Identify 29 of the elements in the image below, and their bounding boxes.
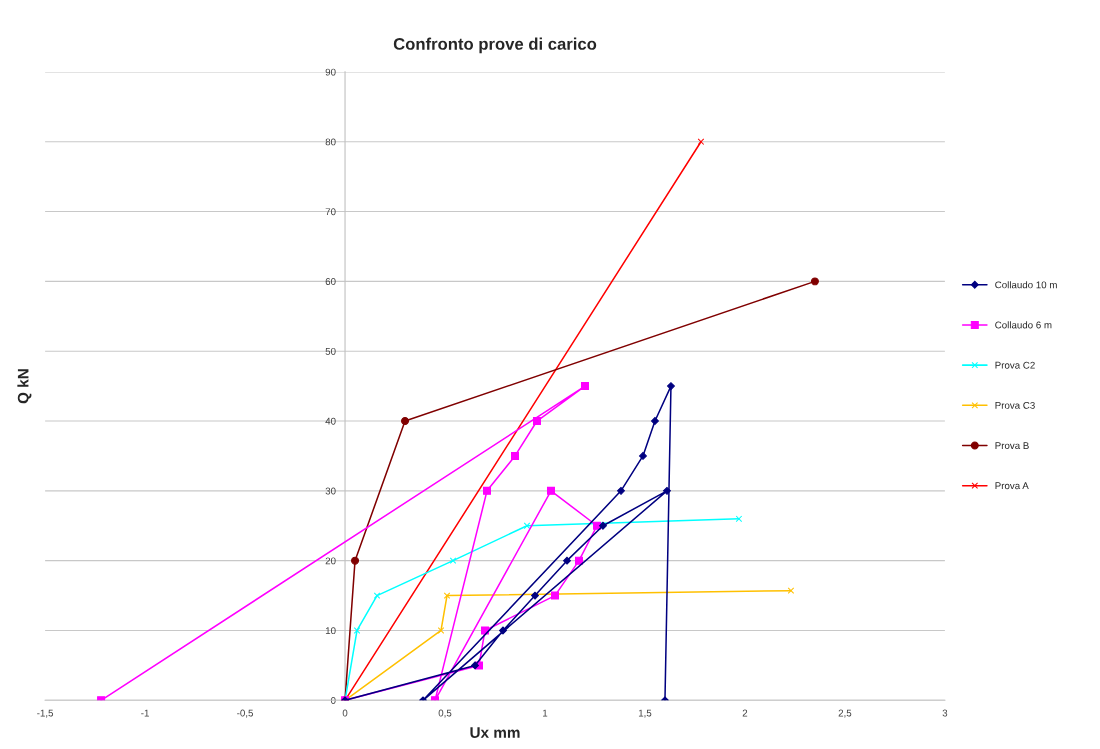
x-tick-label: 1 <box>543 709 548 717</box>
legend-label: Prova B <box>995 442 1029 449</box>
x-tick-label: -0,5 <box>237 709 254 718</box>
x-tick-label: 3 <box>942 709 948 717</box>
x-tick-label: 2,5 <box>838 709 852 718</box>
y-tick-label: 40 <box>325 417 336 425</box>
y-tick-label: 30 <box>325 487 336 495</box>
y-tick-label: 20 <box>325 557 336 565</box>
x-tick-label: 0,5 <box>438 709 452 718</box>
y-axis-title: Q kN <box>17 369 32 404</box>
x-tick-label: 0 <box>342 709 348 717</box>
y-tick-label: 0 <box>330 697 336 704</box>
chart-title: Confronto prove di carico <box>393 37 597 54</box>
legend-label: Collaudo 10 m <box>995 281 1057 289</box>
y-tick-label: 60 <box>325 278 336 285</box>
legend-label: Prova C3 <box>995 401 1035 409</box>
legend-label: Prova A <box>995 482 1029 490</box>
y-tick-label: 80 <box>325 138 336 146</box>
legend-label: Collaudo 6 m <box>995 321 1052 329</box>
y-tick-label: 90 <box>325 68 336 76</box>
y-tick-label: 10 <box>325 627 336 635</box>
x-axis-title: Ux mm <box>470 727 520 738</box>
x-tick-label: 1,5 <box>638 709 652 718</box>
legend-label: Prova C2 <box>995 361 1035 369</box>
x-tick-label: -1 <box>141 709 149 717</box>
x-tick-label: 2 <box>742 709 748 717</box>
y-tick-label: 50 <box>325 347 336 355</box>
y-tick-label: 70 <box>325 208 336 216</box>
x-tick-label: -1,5 <box>37 709 54 718</box>
